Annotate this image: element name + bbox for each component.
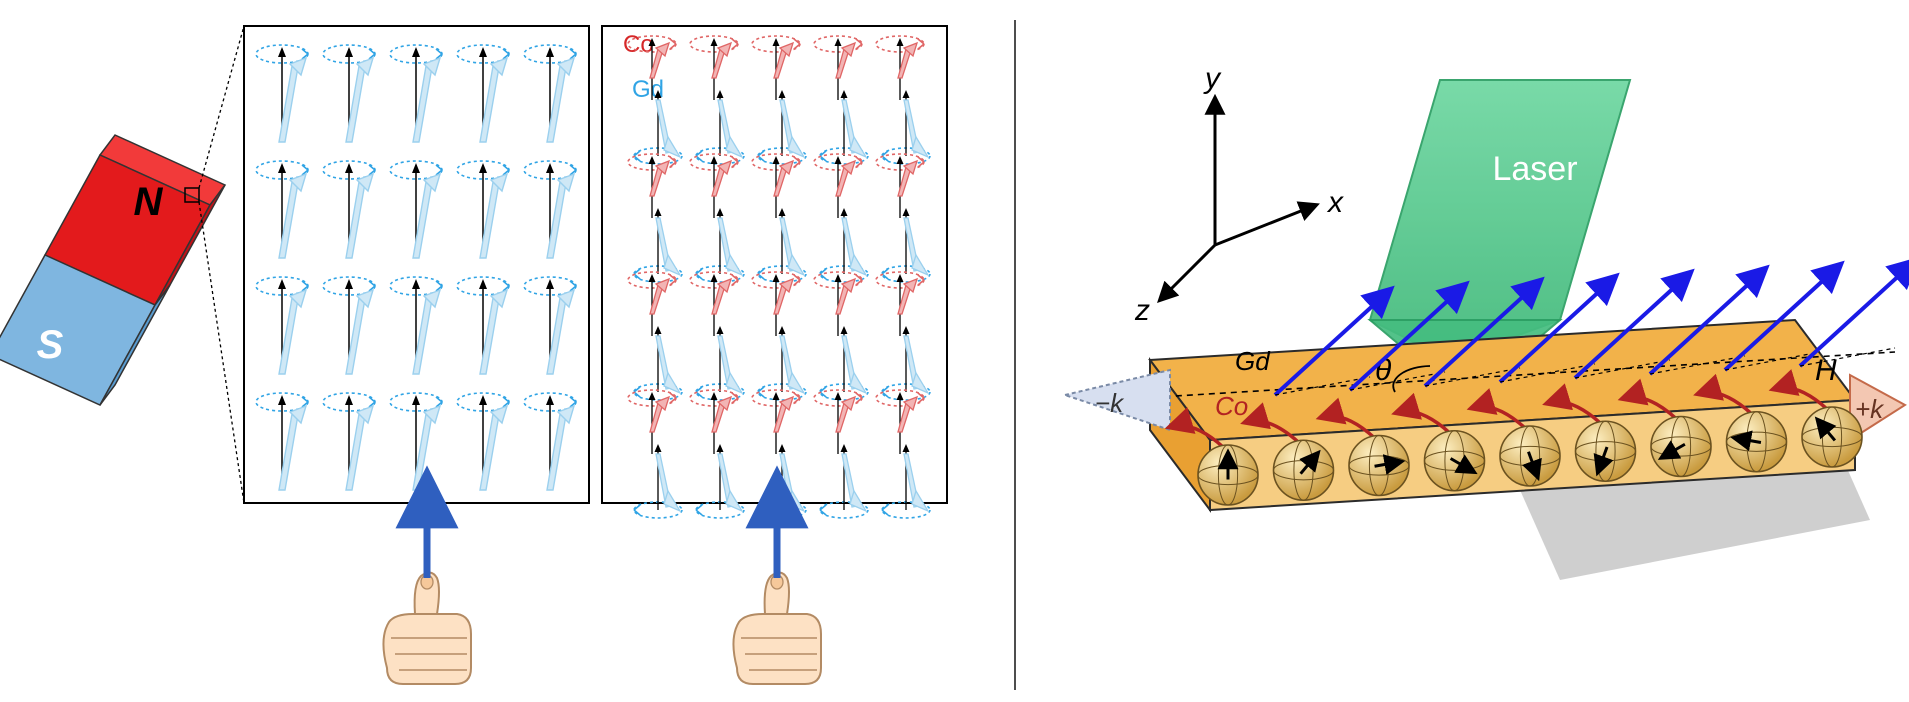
plus-k-label: +k	[1855, 394, 1885, 424]
magnet-s-label: S	[37, 323, 64, 367]
slab-gd-label: Gd	[1235, 346, 1271, 376]
spin-sphere	[1802, 407, 1862, 467]
spin-sphere	[1349, 436, 1409, 496]
panel-right-co-label: Co	[623, 31, 654, 58]
magnet-n-label: N	[134, 180, 164, 224]
spin-sphere	[1425, 431, 1485, 491]
axes: y x z	[1134, 62, 1344, 327]
spin-sphere	[1727, 412, 1787, 472]
spin-sphere	[1274, 440, 1334, 500]
thumb-left	[383, 478, 471, 684]
figure-svg: N S Co Gd	[0, 0, 1909, 702]
right-schematic: y x z Laser −k	[1065, 62, 1909, 580]
axis-y-label: y	[1203, 62, 1222, 95]
thumb-right	[733, 478, 821, 684]
gd-arrow	[1800, 261, 1909, 366]
H-label: H	[1815, 354, 1837, 387]
minus-k-label: −k	[1095, 388, 1125, 418]
spin-sphere	[1576, 421, 1636, 481]
axis-z-label: z	[1134, 294, 1150, 327]
laser-label: Laser	[1492, 150, 1577, 188]
spin-sphere	[1198, 445, 1258, 505]
bar-magnet: N S	[0, 26, 244, 503]
axis-x-label: x	[1326, 186, 1344, 219]
spin-sphere	[1500, 426, 1560, 486]
spin-sphere	[1651, 417, 1711, 477]
slab-co-label: Co	[1215, 391, 1248, 421]
panel-right-gd-label: Gd	[632, 76, 664, 103]
minus-k-arrow: −k	[1065, 370, 1170, 430]
figure-root: N S Co Gd	[0, 0, 1909, 702]
